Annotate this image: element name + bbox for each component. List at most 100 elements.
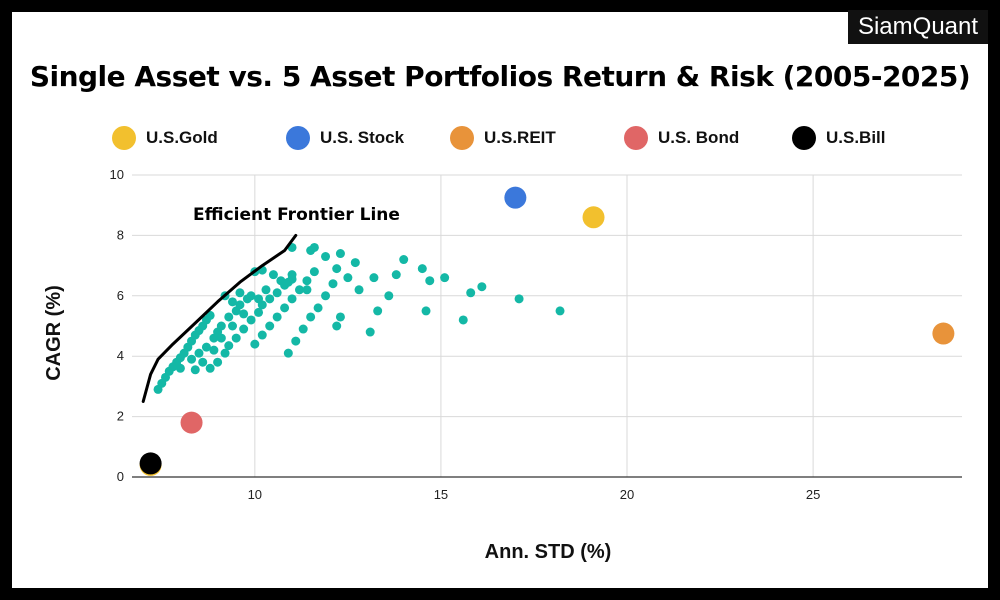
portfolio-point	[272, 312, 282, 322]
portfolio-point	[205, 310, 215, 320]
legend-item-gold: U.S.Gold	[112, 125, 218, 151]
portfolio-point	[332, 264, 342, 274]
portfolio-point	[458, 315, 468, 325]
portfolio-point	[399, 255, 409, 265]
portfolio-point	[216, 333, 226, 343]
portfolio-point	[250, 339, 260, 349]
portfolio-point	[227, 297, 237, 307]
portfolio-point	[220, 348, 230, 358]
portfolio-point	[555, 306, 565, 316]
portfolio-point	[272, 288, 282, 298]
portfolio-point	[294, 285, 304, 295]
y-tick-label: 8	[117, 227, 124, 242]
portfolio-point	[384, 291, 394, 301]
portfolio-point	[309, 242, 319, 252]
portfolio-point	[175, 363, 185, 373]
legend-dot-stock	[286, 126, 310, 150]
portfolio-point	[391, 270, 401, 280]
x-tick-label: 20	[620, 487, 634, 502]
y-axis-title: CAGR (%)	[43, 285, 65, 381]
y-tick-label: 2	[117, 409, 124, 424]
portfolio-point	[302, 276, 312, 286]
portfolio-point	[298, 324, 308, 334]
portfolio-point	[194, 348, 204, 358]
portfolio-point	[268, 270, 278, 280]
portfolio-point	[224, 312, 234, 322]
portfolio-point	[309, 267, 319, 277]
portfolio-point	[514, 294, 524, 304]
legend-label-bond: U.S. Bond	[658, 128, 740, 147]
portfolio-point	[216, 321, 226, 331]
tick-labels: 0 2 4 6 8 10 10 15 20 25	[110, 167, 821, 502]
portfolio-point	[283, 348, 293, 358]
y-tick-label: 10	[110, 167, 124, 182]
frontier-line-group	[141, 233, 298, 403]
portfolio-point	[231, 333, 241, 343]
portfolio-point	[235, 288, 245, 298]
portfolio-point	[239, 309, 249, 319]
asset-points	[139, 186, 955, 476]
portfolio-point	[246, 291, 256, 301]
asset-point-u-s-stock	[504, 186, 527, 209]
portfolio-point	[440, 273, 450, 283]
portfolio-point	[239, 324, 249, 334]
portfolio-point	[477, 282, 487, 292]
portfolio-point	[350, 258, 360, 268]
legend-item-stock: U.S. Stock	[286, 125, 404, 151]
portfolio-point	[276, 276, 286, 286]
portfolio-point	[190, 365, 200, 375]
portfolio-point	[213, 357, 223, 367]
portfolio-point	[369, 273, 379, 283]
legend-item-bond: U.S. Bond	[624, 125, 739, 151]
legend-dot-gold	[112, 126, 136, 150]
portfolio-point	[425, 276, 435, 286]
portfolio-point	[306, 312, 316, 322]
portfolio-point	[343, 273, 353, 283]
legend-label-bill: U.S.Bill	[826, 128, 886, 147]
portfolio-point	[321, 291, 331, 301]
portfolio-point	[421, 306, 431, 316]
portfolio-point	[287, 294, 297, 304]
brand-logo: SiamQuant	[848, 10, 988, 44]
portfolio-point	[417, 264, 427, 274]
y-tick-label: 6	[117, 288, 124, 303]
legend-dot-bond	[624, 126, 648, 150]
portfolio-point	[224, 341, 234, 351]
legend-label-gold: U.S.Gold	[146, 128, 218, 147]
portfolio-point	[254, 294, 264, 304]
x-axis-title: Ann. STD (%)	[485, 541, 612, 563]
asset-point-u-s-gold	[582, 206, 605, 229]
portfolio-point	[209, 345, 219, 355]
portfolio-point	[265, 294, 275, 304]
grid	[132, 174, 962, 477]
chart-title: Single Asset vs. 5 Asset Portfolios Retu…	[29, 60, 971, 93]
portfolio-point	[227, 321, 237, 331]
y-tick-label: 4	[117, 348, 124, 363]
portfolio-point	[261, 285, 271, 295]
legend-item-reit: U.S.REIT	[450, 125, 556, 151]
portfolio-point	[287, 270, 297, 280]
portfolio-point	[254, 307, 264, 317]
portfolio-point	[328, 279, 338, 289]
portfolio-point	[283, 277, 293, 287]
portfolio-point	[291, 336, 301, 346]
portfolio-point	[335, 312, 345, 322]
portfolio-point	[313, 303, 323, 313]
efficient-frontier-line	[141, 233, 298, 403]
x-tick-label: 10	[248, 487, 262, 502]
y-tick-label: 0	[117, 469, 124, 484]
portfolio-point	[201, 342, 211, 352]
portfolio-point	[373, 306, 383, 316]
x-tick-label: 25	[806, 487, 820, 502]
portfolio-point	[198, 357, 208, 367]
portfolio-point	[332, 321, 342, 331]
x-tick-label: 15	[434, 487, 448, 502]
portfolio-point	[235, 300, 245, 310]
legend-item-bill: U.S.Bill	[792, 125, 886, 151]
legend-label-reit: U.S.REIT	[484, 128, 556, 147]
asset-point-u-s-bill	[139, 452, 162, 475]
portfolio-point	[187, 354, 197, 364]
portfolio-point	[365, 327, 375, 337]
portfolio-point	[257, 330, 267, 340]
